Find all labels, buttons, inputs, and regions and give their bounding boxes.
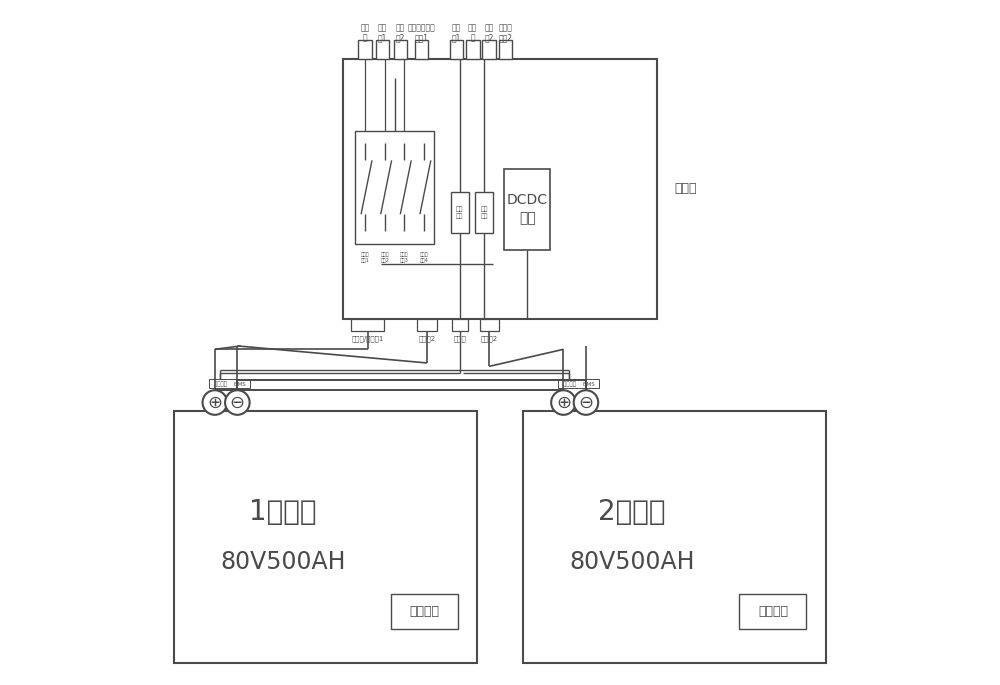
Text: 正1: 正1	[378, 34, 387, 42]
Text: 负2: 负2	[484, 34, 494, 42]
Text: 电感
模块: 电感 模块	[456, 207, 463, 219]
Text: 电流负2: 电流负2	[481, 336, 498, 342]
Text: ⊖: ⊖	[230, 394, 245, 412]
Bar	[466, 40, 480, 60]
Text: 负1: 负1	[452, 34, 461, 42]
Text: 电感
模块: 电感 模块	[481, 207, 488, 219]
Text: 充电负
放电1: 充电负 放电1	[361, 252, 370, 262]
Bar	[415, 40, 428, 60]
Text: 充电负
放电2: 充电负 放电2	[380, 252, 389, 262]
Bar	[209, 379, 250, 388]
Text: 充电通: 充电通	[499, 23, 512, 32]
Text: ⊕: ⊕	[207, 394, 222, 412]
Text: ⊕: ⊕	[556, 394, 571, 412]
Text: 通讯接口    BMS: 通讯接口 BMS	[563, 381, 594, 386]
Circle shape	[551, 390, 576, 415]
Bar	[504, 169, 550, 251]
Text: 放电: 放电	[468, 23, 477, 32]
Bar	[394, 40, 407, 60]
Text: 80V500AH: 80V500AH	[569, 550, 695, 574]
Text: 从控模块: 从控模块	[758, 605, 788, 618]
Bar	[391, 594, 458, 629]
Text: 充电负
放电3: 充电负 放电3	[400, 252, 409, 262]
Text: 充电: 充电	[484, 23, 494, 32]
Bar	[351, 319, 384, 331]
Text: 电压正2: 电压正2	[418, 336, 436, 342]
Bar	[523, 411, 826, 663]
Bar	[558, 379, 599, 388]
Bar	[499, 40, 512, 60]
Bar	[452, 319, 468, 331]
Text: 2号箱体: 2号箱体	[598, 498, 666, 525]
Text: 高压箱: 高压箱	[674, 182, 696, 195]
Text: 正2: 正2	[396, 34, 405, 42]
Text: 通讯口: 通讯口	[453, 336, 466, 342]
Bar	[343, 60, 657, 319]
Text: 整车通充电通: 整车通充电通	[408, 23, 435, 32]
Bar	[358, 40, 372, 60]
Bar	[475, 192, 493, 234]
Text: 正: 正	[363, 34, 367, 42]
Bar	[417, 319, 437, 331]
Text: ⊖: ⊖	[578, 394, 594, 412]
Bar	[739, 594, 806, 629]
Text: 道口2: 道口2	[498, 34, 512, 42]
Circle shape	[203, 390, 227, 415]
Text: 充电: 充电	[452, 23, 461, 32]
Text: DCDC
模块: DCDC 模块	[507, 193, 548, 225]
Text: 充电: 充电	[396, 23, 405, 32]
Text: 道口1: 道口1	[415, 34, 429, 42]
Circle shape	[225, 390, 250, 415]
Text: 1号箱体: 1号箱体	[249, 498, 317, 525]
Bar	[480, 319, 499, 331]
Text: 电流正/电流负1: 电流正/电流负1	[351, 336, 384, 342]
Bar	[355, 131, 434, 244]
Bar	[174, 411, 477, 663]
Text: 充电: 充电	[378, 23, 387, 32]
Text: 80V500AH: 80V500AH	[220, 550, 346, 574]
Text: 通讯接口    BMS: 通讯接口 BMS	[214, 381, 246, 386]
Bar	[450, 40, 463, 60]
Bar	[451, 192, 469, 234]
Text: 放电: 放电	[360, 23, 370, 32]
Bar	[376, 40, 389, 60]
Text: 主控模块: 主控模块	[409, 605, 439, 618]
Bar	[482, 40, 496, 60]
Text: 负: 负	[470, 34, 475, 42]
Circle shape	[574, 390, 598, 415]
Text: 充电负
放电4: 充电负 放电4	[420, 252, 428, 262]
